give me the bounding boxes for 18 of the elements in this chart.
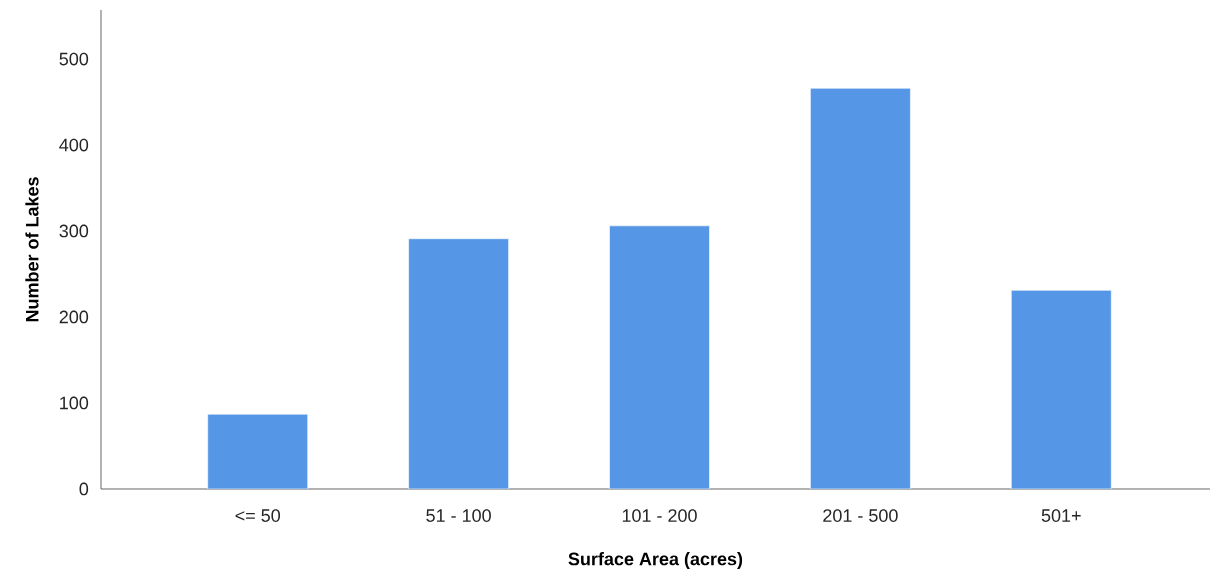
y-tick-label: 100 bbox=[60, 396, 89, 410]
x-tick-label: 501+ bbox=[1041, 509, 1081, 522]
x-tick-label: 101 - 200 bbox=[622, 509, 697, 522]
bar bbox=[1010, 290, 1112, 489]
bar bbox=[810, 87, 911, 489]
y-tick-label: 500 bbox=[59, 52, 89, 66]
bar bbox=[408, 238, 509, 489]
y-tick-label: 200 bbox=[59, 310, 89, 324]
bar bbox=[609, 225, 710, 489]
y-axis-title: Number of Lakes bbox=[25, 177, 39, 322]
x-tick-label: <= 50 bbox=[235, 509, 281, 522]
x-axis-title: Surface Area (acres) bbox=[568, 552, 743, 569]
y-tick-label: 300 bbox=[59, 224, 89, 238]
y-tick-label: 400 bbox=[59, 138, 89, 152]
bar bbox=[207, 413, 309, 489]
x-tick-label: 201 - 500 bbox=[823, 509, 898, 522]
x-tick-label: 51 - 100 bbox=[426, 509, 491, 522]
y-tick-label: 0 bbox=[79, 482, 89, 496]
